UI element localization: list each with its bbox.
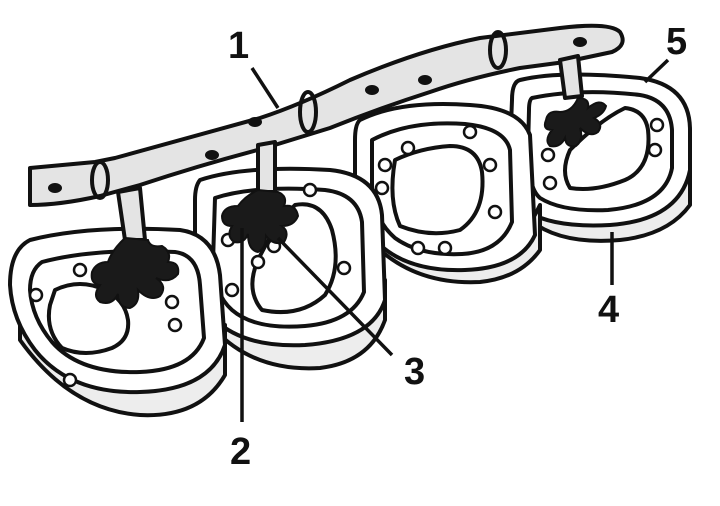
label-1: 1: [228, 25, 249, 67]
label-4: 4: [598, 289, 619, 331]
label-2: 2: [230, 431, 251, 473]
label-3: 3: [404, 351, 425, 393]
hypha-branch-right: [558, 54, 584, 100]
label-5: 5: [666, 21, 687, 63]
hypha: [28, 23, 625, 207]
haustorium-left: [90, 186, 180, 310]
leader-lines: [240, 58, 670, 422]
